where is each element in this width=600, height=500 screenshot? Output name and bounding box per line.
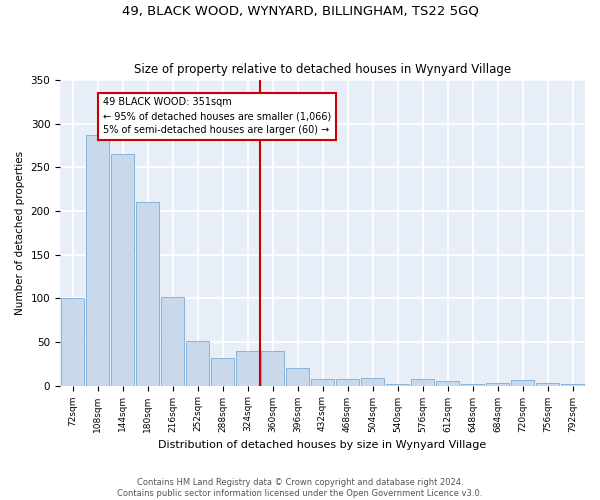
- Bar: [260, 350, 284, 386]
- Title: Size of property relative to detached houses in Wynyard Village: Size of property relative to detached ho…: [134, 63, 511, 76]
- Bar: [286, 368, 310, 386]
- Bar: [236, 350, 259, 386]
- Text: 49 BLACK WOOD: 351sqm
← 95% of detached houses are smaller (1,066)
5% of semi-de: 49 BLACK WOOD: 351sqm ← 95% of detached …: [103, 98, 331, 136]
- Bar: [560, 384, 584, 386]
- Bar: [311, 380, 334, 386]
- Bar: [386, 384, 409, 386]
- Bar: [410, 380, 434, 386]
- Bar: [461, 384, 484, 386]
- Bar: [361, 378, 385, 386]
- Bar: [110, 154, 134, 386]
- X-axis label: Distribution of detached houses by size in Wynyard Village: Distribution of detached houses by size …: [158, 440, 487, 450]
- Bar: [335, 380, 359, 386]
- Bar: [161, 296, 184, 386]
- Bar: [86, 135, 109, 386]
- Bar: [136, 202, 160, 386]
- Bar: [211, 358, 235, 386]
- Bar: [436, 381, 460, 386]
- Text: 49, BLACK WOOD, WYNYARD, BILLINGHAM, TS22 5GQ: 49, BLACK WOOD, WYNYARD, BILLINGHAM, TS2…: [122, 5, 478, 18]
- Bar: [185, 341, 209, 386]
- Bar: [485, 383, 509, 386]
- Bar: [61, 298, 85, 386]
- Bar: [536, 383, 559, 386]
- Text: Contains HM Land Registry data © Crown copyright and database right 2024.
Contai: Contains HM Land Registry data © Crown c…: [118, 478, 482, 498]
- Y-axis label: Number of detached properties: Number of detached properties: [15, 150, 25, 315]
- Bar: [511, 380, 535, 386]
